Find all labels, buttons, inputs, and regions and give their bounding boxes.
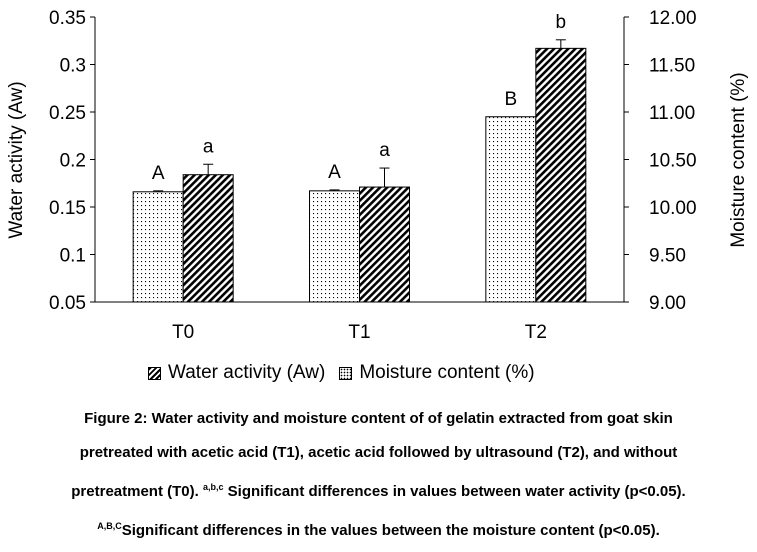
y-left-tick-label: 0.1	[60, 246, 86, 267]
legend-item-moisture-content: Moisture content (%)	[339, 362, 535, 384]
caption-line-3-rest: Significant differences in values betwee…	[223, 483, 686, 500]
legend-label-moisture-content: Moisture content (%)	[359, 362, 535, 383]
bar-moisture-content	[132, 191, 184, 303]
y-right-tick-label: 9.00	[649, 293, 686, 314]
y-left-tick-label: 0.05	[49, 293, 86, 314]
figure-caption: Figure 2: Water activity and moisture co…	[0, 402, 757, 548]
legend-item-water-activity: Water activity (Aw)	[148, 362, 325, 384]
y-right-tick-label: 11.00	[649, 103, 695, 124]
caption-line-3-text: pretreatment (T0).	[71, 483, 199, 500]
chart-legend: Water activity (Aw) Moisture content (%)	[148, 360, 549, 386]
y-right-tick-label: 10.50	[649, 151, 697, 172]
caption-line-2: pretreated with acetic acid (T1), acetic…	[79, 444, 678, 461]
y-right-tick-label: 9.50	[649, 246, 686, 267]
y-right-axis-label: Moisture content (%)	[728, 72, 749, 247]
legend-label-water-activity: Water activity (Aw)	[168, 362, 326, 383]
y-right-tick-label: 11.50	[649, 56, 695, 77]
y-left-tick-label: 0.35	[49, 8, 86, 29]
caption-superscript-lower: a,b,c	[202, 482, 224, 492]
caption-superscript-upper: A,B,C	[97, 521, 122, 531]
plot-area: 0.05 0.1 0.15 0.2 0.25 0.3 0.35 9.00 9.50 10.00 10…	[49, 8, 697, 343]
caption-line-1: Figure 2: Water activity and moisture co…	[84, 410, 673, 427]
significance-label-moisture: A	[152, 163, 165, 184]
bar-water-activity	[535, 47, 587, 303]
significance-label-water-activity: a	[379, 140, 390, 161]
y-left-tick-label: 0.15	[49, 198, 86, 219]
bar-moisture-content	[485, 116, 537, 303]
bar-water-activity	[182, 174, 234, 303]
bar-water-activity	[359, 186, 410, 303]
caption-line-3: pretreatment (T0). a,b,c Significant dif…	[0, 470, 757, 509]
legend-swatch-dots	[339, 366, 353, 380]
x-tick-label: T0	[172, 322, 194, 343]
significance-label-water-activity: b	[556, 12, 567, 33]
y-left-axis-label: Water activity (Aw)	[6, 81, 27, 238]
y-right-tick-label: 12.00	[649, 8, 697, 29]
y-left-tick-label: 0.25	[49, 103, 86, 124]
caption-line-4-rest: Significant differences in the values be…	[121, 522, 660, 539]
bar-moisture-content	[309, 190, 360, 303]
legend-swatch-hatch	[148, 366, 161, 380]
significance-label-moisture: B	[504, 89, 517, 110]
y-right-tick-label: 10.00	[649, 198, 697, 219]
significance-label-moisture: A	[328, 162, 341, 183]
x-tick-label: T1	[348, 322, 370, 343]
y-left-tick-label: 0.3	[60, 56, 86, 77]
x-tick-label: T2	[525, 322, 547, 343]
y-left-tick-label: 0.2	[60, 151, 86, 172]
significance-label-water-activity: a	[203, 136, 214, 157]
bar-chart: 0.05 0.1 0.15 0.2 0.25 0.3 0.35 9.00 9.50 10.00 10…	[6, 8, 749, 343]
caption-line-4: A,B,CSignificant differences in the valu…	[0, 509, 757, 548]
